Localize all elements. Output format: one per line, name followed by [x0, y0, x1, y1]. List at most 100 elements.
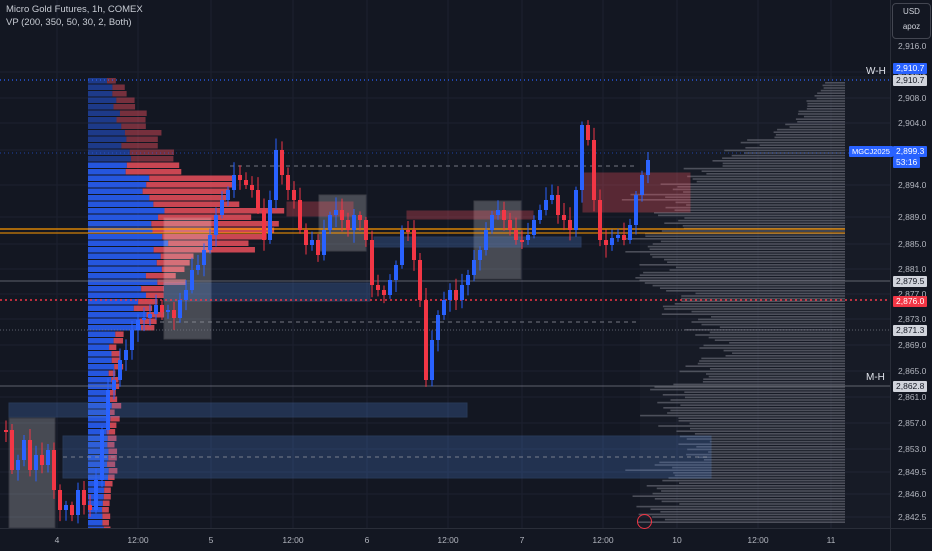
candle-body: [400, 230, 404, 265]
volume-profile-bar: [649, 248, 845, 250]
left-profile-blue: [88, 195, 150, 201]
left-profile-red: [139, 318, 157, 324]
currency-button[interactable]: USD apoz: [892, 3, 931, 39]
candle-body: [292, 190, 296, 200]
price-tick: 2,853.0: [898, 444, 927, 454]
left-profile-blue: [88, 461, 108, 467]
left-profile-blue: [88, 156, 132, 162]
volume-profile-bar: [695, 292, 845, 295]
volume-profile-bar: [660, 240, 845, 243]
time-tick: 12:00: [437, 535, 459, 545]
volume-profile-bar: [689, 422, 845, 425]
price-tick: 2,861.0: [898, 392, 927, 402]
volume-profile-bar: [711, 316, 845, 318]
left-profile-blue: [88, 266, 162, 272]
candle-body: [58, 490, 62, 510]
volume-profile-bar: [703, 344, 845, 347]
chart-area[interactable]: [0, 0, 890, 528]
candle-body: [592, 140, 596, 200]
volume-profile-bar: [775, 134, 845, 136]
candle-body: [538, 210, 542, 220]
left-profile-blue: [88, 279, 158, 285]
left-profile-blue: [88, 377, 112, 383]
candle-body: [508, 220, 512, 230]
volume-profile-bar: [679, 503, 845, 505]
price-tick: 2,849.5: [898, 467, 927, 477]
chart-layer: [0, 0, 890, 528]
left-profile-red: [116, 117, 146, 123]
price-tick: 2,846.0: [898, 489, 927, 499]
candle-body: [268, 200, 272, 240]
left-profile-blue: [88, 292, 147, 298]
left-profile-red: [133, 305, 153, 311]
volume-profile-bar: [685, 365, 845, 367]
left-profile-red: [138, 299, 158, 305]
volume-profile-bar: [661, 490, 845, 492]
volume-profile-bar: [686, 453, 845, 456]
volume-profile-bar: [675, 201, 845, 204]
candle-body: [244, 180, 248, 185]
indicator-legend[interactable]: VP (200, 350, 50, 30, 2, Both): [6, 17, 132, 28]
candle-body: [70, 505, 74, 515]
candle-body: [490, 215, 494, 230]
volume-profile-bar: [798, 110, 845, 113]
left-profile-red: [162, 234, 267, 240]
left-profile-blue: [88, 338, 114, 344]
candle-body: [202, 250, 206, 265]
volume-profile-bar: [621, 199, 845, 201]
volume-profile-bar: [672, 466, 845, 469]
left-profile-red: [149, 175, 234, 181]
currency-sub: apoz: [902, 22, 921, 31]
candle-body: [196, 265, 200, 270]
volume-profile-bar: [652, 243, 845, 245]
candle-body: [286, 175, 290, 190]
volume-profile-bar: [687, 175, 845, 178]
candle-body: [298, 200, 302, 230]
left-profile-blue: [88, 234, 163, 240]
volume-profile-bar: [807, 105, 845, 107]
candle-body: [532, 220, 536, 235]
candle-body: [466, 275, 470, 285]
left-profile-blue: [88, 357, 112, 363]
volume-profile-bar: [677, 186, 845, 188]
left-profile-blue: [88, 253, 161, 259]
price-tick: 2,904.0: [898, 118, 927, 128]
left-profile-blue: [88, 227, 153, 233]
volume-profile-bar: [672, 188, 845, 191]
left-profile-red: [116, 97, 135, 103]
left-profile-red: [146, 312, 165, 318]
volume-profile-bar: [678, 443, 845, 445]
volume-profile-bar: [679, 482, 845, 484]
volume-profile-bar: [647, 245, 845, 248]
left-profile-red: [113, 338, 124, 344]
price-tick: 2,908.0: [898, 93, 927, 103]
symbol-name-tag: MGCJ2025: [849, 146, 893, 157]
left-profile-blue: [88, 520, 103, 526]
left-profile-blue: [88, 318, 140, 324]
left-profile-blue: [88, 78, 107, 84]
symbol-legend[interactable]: Micro Gold Futures, 1h, COMEX: [6, 4, 143, 15]
volume-profile-bar: [645, 235, 845, 237]
volume-profile-bar: [785, 123, 845, 126]
volume-profile-bar: [744, 152, 845, 154]
left-profile-blue: [88, 149, 130, 155]
left-profile-blue: [88, 208, 165, 214]
left-profile-blue: [88, 396, 109, 402]
candle-body: [28, 440, 32, 470]
left-profile-blue: [88, 344, 110, 350]
candle-body: [130, 330, 134, 350]
candle-body: [322, 230, 326, 255]
time-axis[interactable]: 4 12:00 5 12:00 6 12:00 7 12:00 10 12:00 11: [0, 528, 890, 551]
left-profile-blue: [88, 221, 152, 227]
volume-profile-bar: [684, 391, 845, 393]
left-profile-blue: [88, 526, 104, 528]
candle-body: [364, 220, 368, 240]
left-profile-red: [107, 442, 115, 448]
candle-body: [148, 314, 152, 318]
left-profile-blue: [88, 390, 109, 396]
volume-profile-bar: [795, 118, 845, 120]
price-chart[interactable]: [0, 0, 890, 528]
left-profile-blue: [88, 468, 109, 474]
volume-profile-bar: [705, 373, 845, 375]
price-tick: 2,857.0: [898, 418, 927, 428]
